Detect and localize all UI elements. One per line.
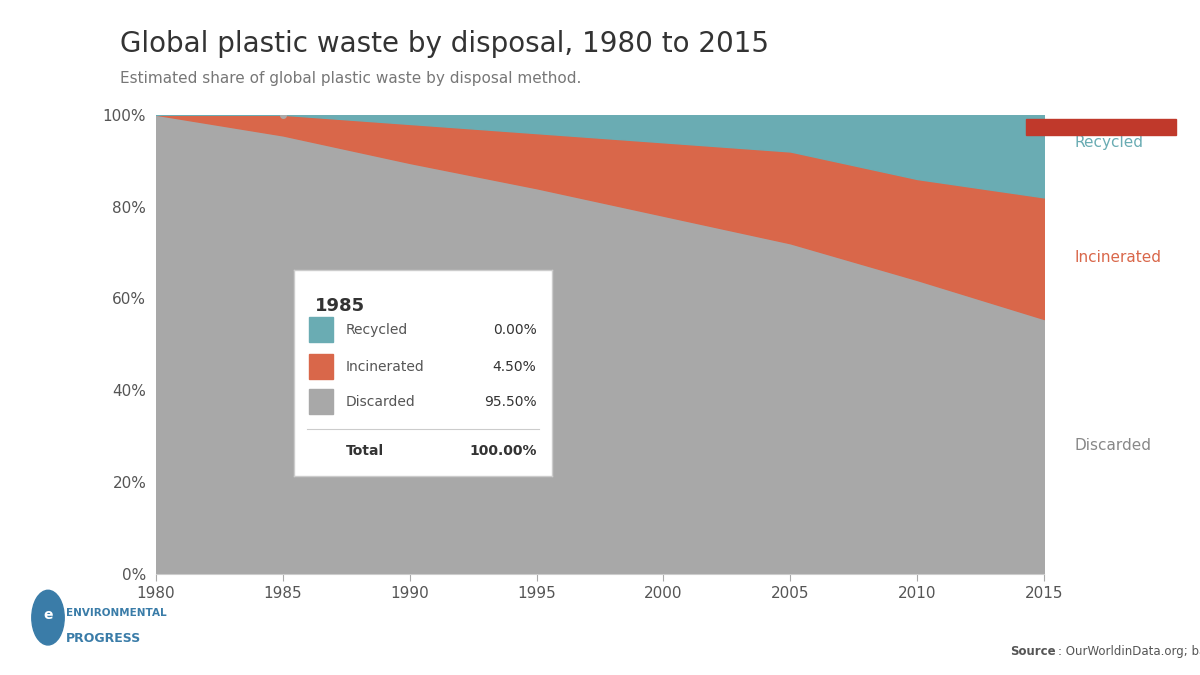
Text: Source: Source bbox=[1010, 645, 1056, 658]
Circle shape bbox=[32, 590, 65, 645]
Text: 4.50%: 4.50% bbox=[493, 360, 536, 374]
Bar bbox=[1026, 119, 1176, 135]
Text: Recycled: Recycled bbox=[1074, 135, 1144, 150]
Text: : OurWorldinData.org; based on Geyer et al. (2017): : OurWorldinData.org; based on Geyer et … bbox=[1058, 645, 1200, 658]
Text: Our World: Our World bbox=[1061, 70, 1141, 84]
Text: Discarded: Discarded bbox=[346, 395, 415, 409]
Text: Recycled: Recycled bbox=[346, 323, 408, 337]
Text: PROGRESS: PROGRESS bbox=[66, 632, 142, 645]
Text: Incinerated: Incinerated bbox=[346, 360, 425, 374]
Text: 100.00%: 100.00% bbox=[469, 444, 536, 458]
Text: Total: Total bbox=[346, 444, 384, 458]
Text: Global plastic waste by disposal, 1980 to 2015: Global plastic waste by disposal, 1980 t… bbox=[120, 30, 769, 58]
Text: 0.00%: 0.00% bbox=[493, 323, 536, 337]
Text: in Data: in Data bbox=[1073, 95, 1129, 109]
Text: e: e bbox=[43, 608, 53, 622]
Bar bbox=[310, 317, 332, 342]
Text: ENVIRONMENTAL: ENVIRONMENTAL bbox=[66, 608, 167, 618]
Bar bbox=[310, 389, 332, 414]
Bar bbox=[310, 354, 332, 379]
Text: Discarded: Discarded bbox=[1074, 438, 1152, 453]
Text: Estimated share of global plastic waste by disposal method.: Estimated share of global plastic waste … bbox=[120, 71, 581, 86]
Text: Incinerated: Incinerated bbox=[1074, 250, 1162, 265]
Text: 1985: 1985 bbox=[314, 297, 365, 315]
Text: 95.50%: 95.50% bbox=[484, 395, 536, 409]
